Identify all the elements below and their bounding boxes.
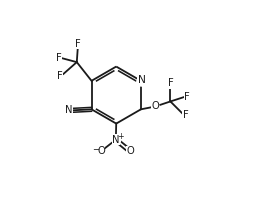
Text: +: + <box>117 132 124 141</box>
Text: O: O <box>97 146 105 156</box>
Text: F: F <box>167 78 173 88</box>
Text: F: F <box>57 70 63 81</box>
Text: −: − <box>93 144 100 153</box>
Text: F: F <box>56 53 61 63</box>
Text: F: F <box>75 39 81 49</box>
Text: N: N <box>65 105 72 115</box>
Text: N: N <box>112 135 119 145</box>
Text: F: F <box>183 110 189 120</box>
Text: O: O <box>127 146 134 156</box>
Text: F: F <box>184 92 190 102</box>
Text: O: O <box>151 101 159 111</box>
Text: N: N <box>138 75 146 85</box>
